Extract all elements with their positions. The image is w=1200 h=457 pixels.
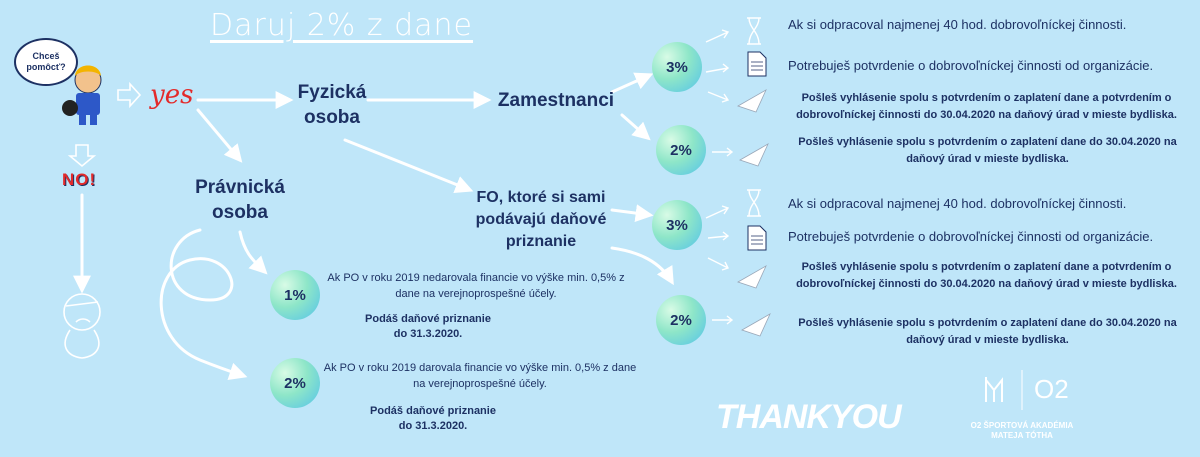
branch-zamestnanci: Zamestnanci	[497, 90, 615, 111]
branch-fyzicka: Fyzická osoba	[297, 82, 367, 128]
sad-figure-illustration	[63, 293, 101, 359]
po-deadline-1: Podáš daňové priznanie do 31.3.2020.	[365, 313, 491, 340]
thank-you-text: THANKYOU	[716, 398, 902, 436]
branch-fo-self: FO, ktoré si sami podávajú daňové prizna…	[475, 189, 607, 250]
po-deadline-2: Podáš daňové priznanie do 31.3.2020.	[370, 405, 496, 432]
zam-send-3: Pošleš vyhlásenie spolu s potvrdením o z…	[796, 92, 1177, 121]
yes-label: yes	[150, 80, 194, 110]
arrow-fyzicka-fo	[343, 138, 474, 194]
po-condition-1: Ak PO v roku 2019 nedarovala financie vo…	[327, 272, 625, 300]
logo-mark	[985, 370, 1023, 410]
percent-3-zam: 3%	[652, 42, 702, 92]
zam-requirement-hours: Ak si odpracoval najmenej 40 hod. dobrov…	[788, 17, 1127, 32]
percent-1-po: 1%	[270, 270, 320, 320]
branch-pravnicka: Právnická osoba	[195, 177, 285, 223]
academy-name: O2 ŠPORTOVÁ AKADÉMIA MATEJA TÓTHA	[970, 421, 1074, 440]
fo-send-2: Pošleš vyhlásenie spolu s potvrdením o z…	[798, 317, 1177, 346]
fo-requirement-hours: Ak si odpracoval najmenej 40 hod. dobrov…	[788, 196, 1127, 211]
o2-logo: O2	[1034, 374, 1069, 404]
zam-send-2: Pošleš vyhlásenie spolu s potvrdením o z…	[798, 136, 1177, 165]
percent-2-zam: 2%	[656, 125, 706, 175]
arrow-yes-pravnicka	[196, 108, 243, 163]
page-title: Daruj 2% z dane	[210, 8, 474, 43]
po-condition-2: Ak PO v roku 2019 darovala financie vo v…	[323, 362, 637, 390]
boy-illustration	[62, 65, 102, 125]
hourglass-icon	[747, 17, 761, 217]
paper-plane-icon	[737, 89, 771, 337]
fo-requirement-certificate: Potrebuješ potvrdenie o dobrovoľníckej č…	[788, 229, 1154, 244]
percent-2-fo: 2%	[656, 295, 706, 345]
fo-send-3: Pošleš vyhlásenie spolu s potvrdením o z…	[796, 261, 1177, 290]
percent-3-fo: 3%	[652, 200, 702, 250]
percent-2-po: 2%	[270, 358, 320, 408]
no-label: NO!	[62, 170, 97, 189]
zam-requirement-certificate: Potrebuješ potvrdenie o dobrovoľníckej č…	[788, 58, 1154, 73]
speech-bubble: Chceš pomôcť?	[14, 38, 78, 86]
